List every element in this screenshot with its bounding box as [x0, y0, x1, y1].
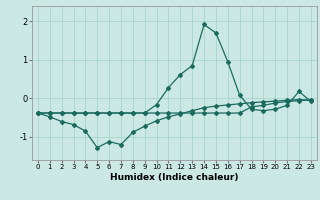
X-axis label: Humidex (Indice chaleur): Humidex (Indice chaleur)	[110, 173, 239, 182]
